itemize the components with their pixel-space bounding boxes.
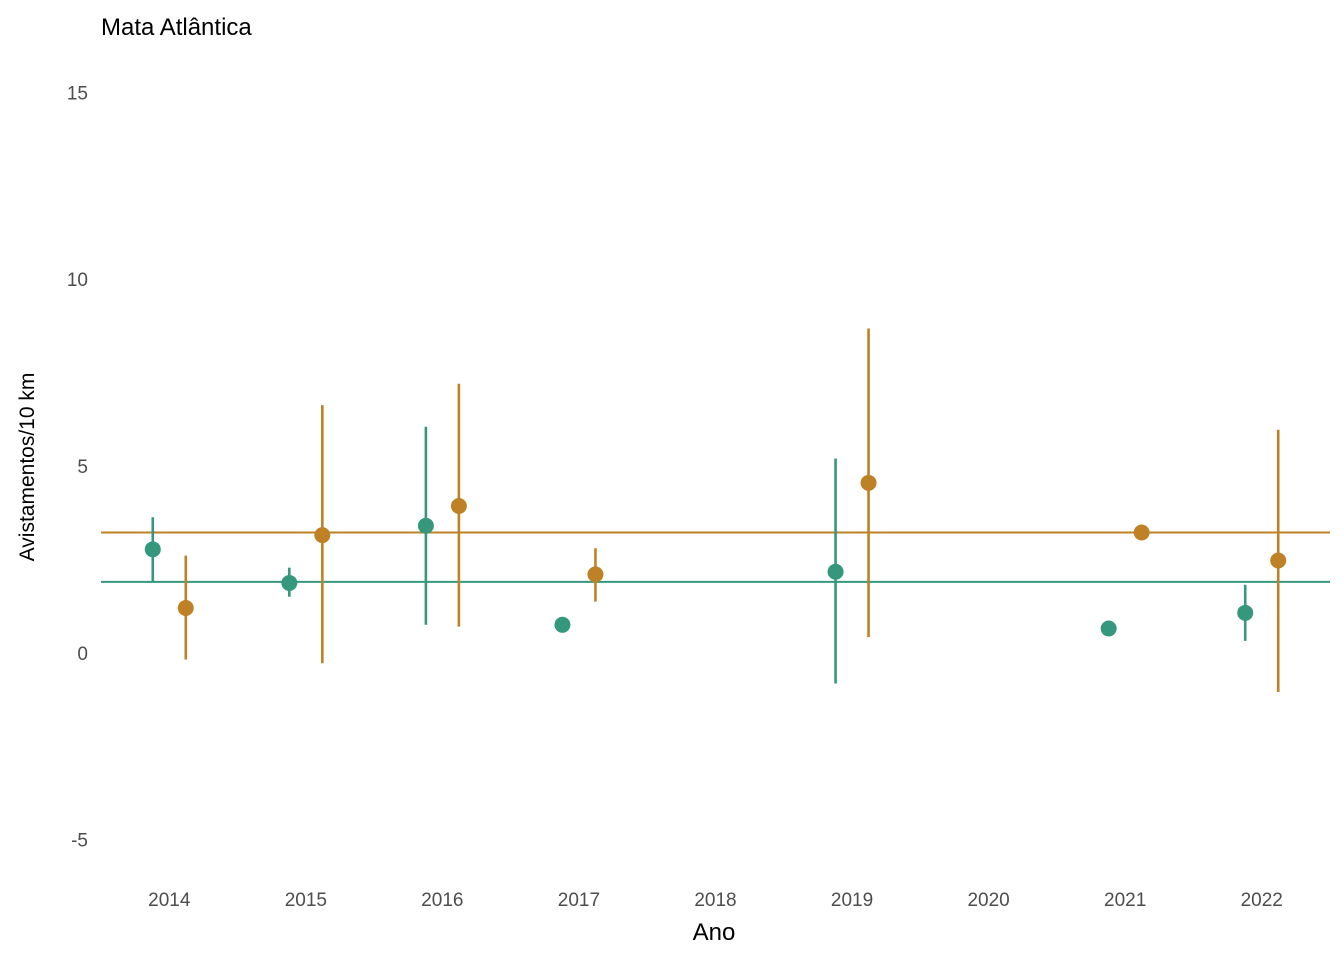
data-point	[827, 563, 844, 580]
x-tick-label: 2018	[694, 890, 736, 911]
data-point	[1270, 552, 1287, 569]
x-axis-ticks: 2014 2015 2016 2017 2018 2019 2020 2021 2022	[148, 890, 1283, 911]
chart-title: Mata Atlântica	[101, 14, 252, 41]
data-point	[1237, 604, 1254, 621]
data-point	[281, 574, 298, 591]
data-point	[1133, 524, 1150, 541]
y-tick-label: 0	[77, 644, 88, 665]
y-axis-label: Avistamentos/10 km	[16, 373, 39, 562]
data-point	[554, 616, 571, 633]
x-tick-label: 2014	[148, 890, 191, 911]
x-tick-label: 2015	[285, 890, 327, 911]
x-tick-label: 2019	[831, 890, 873, 911]
x-tick-label: 2021	[1104, 890, 1146, 911]
x-tick-label: 2017	[558, 890, 600, 911]
x-axis-label: Ano	[693, 919, 736, 946]
x-tick-label: 2020	[967, 890, 1009, 911]
data-point	[144, 541, 161, 558]
data-point	[450, 497, 467, 514]
y-tick-label: 10	[67, 270, 88, 291]
data-points	[144, 474, 1287, 637]
y-axis-ticks: -5 0 5 10 15	[67, 83, 88, 851]
y-tick-label: 5	[77, 457, 88, 478]
y-tick-label: -5	[71, 831, 88, 852]
data-point	[587, 566, 604, 583]
x-tick-label: 2016	[421, 890, 463, 911]
data-point	[860, 474, 877, 491]
y-tick-label: 15	[67, 83, 88, 104]
data-point	[314, 527, 331, 544]
data-point	[1100, 620, 1117, 637]
data-point	[417, 517, 434, 534]
x-tick-label: 2022	[1241, 890, 1283, 911]
data-point	[177, 599, 194, 616]
reference-lines	[101, 531, 1330, 583]
error-bars	[151, 328, 1280, 693]
